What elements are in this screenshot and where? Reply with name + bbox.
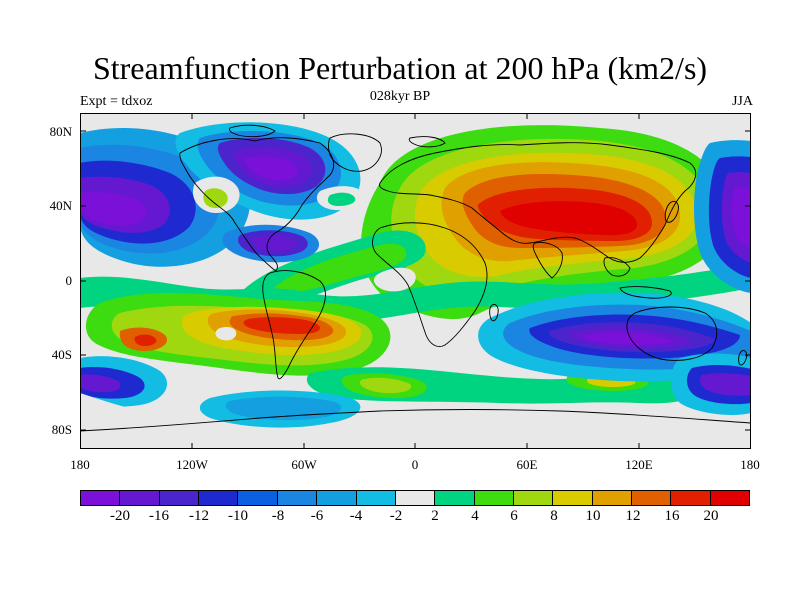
axis-ticks [80,113,751,449]
colorbar-label: 12 [625,508,641,524]
experiment-label: Expt = tdxoz [80,94,153,109]
lon-label-120w: 120W [176,457,208,472]
negative-anomaly-pacific-east [694,140,751,293]
colorbar-label: 16 [664,508,680,524]
colorbar-swatch [159,491,200,505]
figure-title: Streamfunction Perturbation at 200 hPa (… [92,50,708,86]
colorbar-swatch [120,491,160,505]
lon-label-60e: 60E [516,457,538,472]
colorbar-label: -8 [271,508,285,524]
colorbar-label: 4 [471,508,479,524]
colorbar-label: -6 [310,508,324,524]
lon-label-60w: 60W [291,457,317,472]
lon-label-0: 0 [411,457,419,472]
lat-label-80s: 80S [51,422,72,437]
colorbar-label: -16 [149,508,169,524]
colorbar-swatch [435,491,475,505]
lon-label-120e: 120E [625,457,653,472]
lon-label-180w: 180 [70,457,90,472]
colorbar-swatch [553,491,593,505]
lat-label-40n: 40N [49,198,72,213]
colorbar-swatch [238,491,278,505]
colorbar-swatch [199,491,239,505]
colorbar-label: -10 [228,508,248,524]
colorbar [80,490,750,506]
colorbar-swatch [317,491,357,505]
streamfunction-map [80,113,751,449]
colorbar-label: -12 [189,508,209,524]
colorbar-swatch [356,491,396,505]
colorbar-label: -4 [349,508,363,524]
colorbar-swatch [513,491,554,505]
colorbar-label: -20 [110,508,130,524]
colorbar-label: -2 [389,508,403,524]
colorbar-swatch [277,491,318,505]
colorbar-swatch [592,491,633,505]
colorbar-label: 2 [431,508,439,524]
colorbar-swatch [671,491,711,505]
season-label: JJA [731,94,753,109]
coastlines [80,124,751,432]
neutral-patches [80,176,751,449]
lon-label-180e: 180 [740,457,760,472]
colorbar-swatch [81,491,121,505]
colorbar-label: 20 [703,508,719,524]
negative-anomaly-pacific-west [80,128,250,267]
colorbar-label: 6 [510,508,518,524]
lat-label-80n: 80N [49,124,72,139]
lat-label-40s: 40S [51,347,72,362]
colorbar-swatch [474,491,514,505]
positive-anomaly-asia [361,125,731,320]
time-label: 028kyr BP [369,89,431,104]
colorbar-swatch [710,491,750,505]
lat-label-0: 0 [65,273,73,288]
colorbar-label: 8 [550,508,558,524]
colorbar-label: 10 [585,508,601,524]
colorbar-swatch [395,491,436,505]
colorbar-swatch [632,491,672,505]
